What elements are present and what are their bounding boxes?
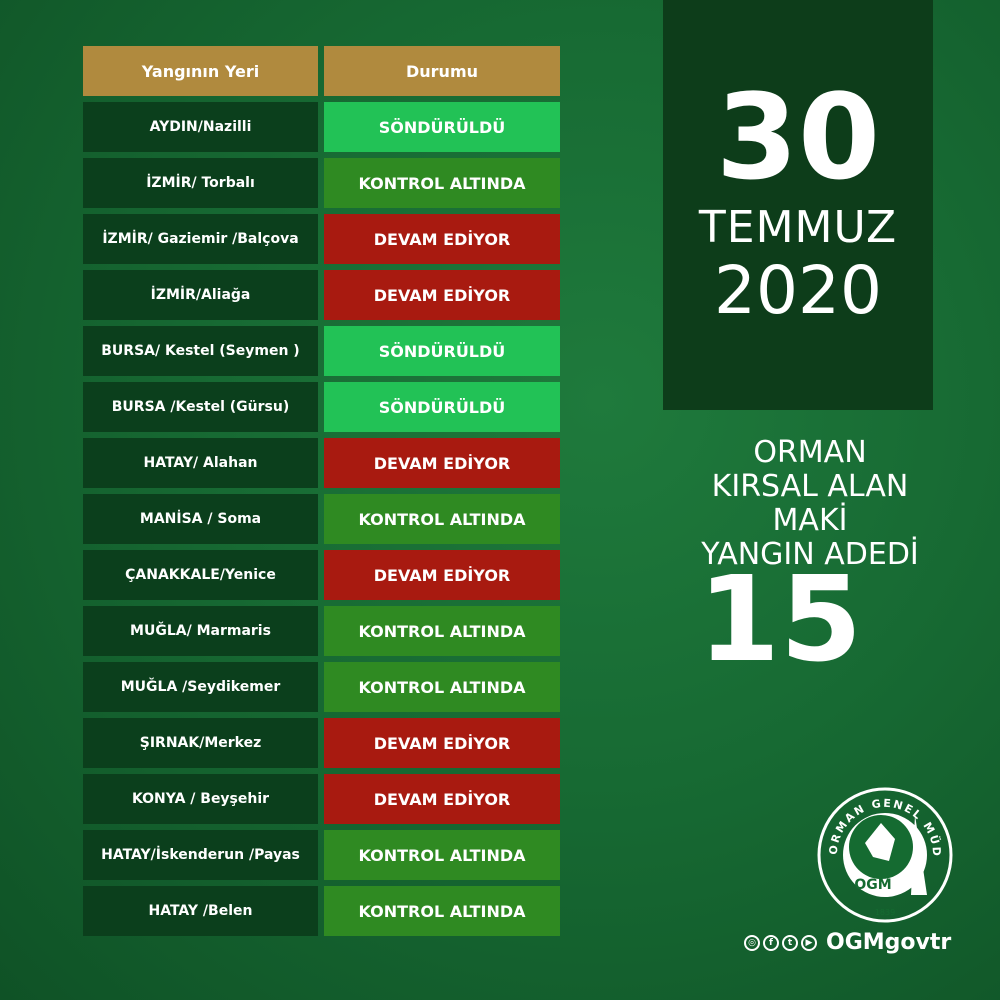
fire-location: İZMİR/Aliağa (83, 270, 318, 320)
date-day: 30 (715, 68, 881, 206)
table-header: Yangının Yeri Durumu (83, 46, 560, 96)
ogm-logo: ORMAN GENEL MÜDÜRLÜĞÜ OGM 1839 (815, 785, 953, 923)
table-row: ÇANAKKALE/Yenice DEVAM EDİYOR (83, 550, 560, 600)
fire-status-badge: SÖNDÜRÜLDÜ (324, 102, 560, 152)
fire-location: MUĞLA /Seydikemer (83, 662, 318, 712)
table-row: ŞIRNAK/Merkez DEVAM EDİYOR (83, 718, 560, 768)
fire-status-table: Yangının Yeri Durumu AYDIN/Nazilli SÖNDÜR… (83, 46, 560, 942)
fire-location: HATAY /Belen (83, 886, 318, 936)
fire-status-badge: KONTROL ALTINDA (324, 830, 560, 880)
fire-location: BURSA/ Kestel (Seymen ) (83, 326, 318, 376)
facebook-icon[interactable]: f (763, 934, 779, 951)
fire-status-badge: DEVAM EDİYOR (324, 214, 560, 264)
caption-line: KIRSAL ALAN MAKİ (711, 469, 909, 538)
caption-line: YANGIN ADEDİ (701, 537, 919, 572)
date-month: TEMMUZ (698, 202, 898, 253)
table-row: İZMİR/Aliağa DEVAM EDİYOR (83, 270, 560, 320)
social-links: ◎ f t ▶ OGMgovtr (744, 930, 951, 955)
table-body: AYDIN/Nazilli SÖNDÜRÜLDÜ İZMİR/ Torbalı KON… (83, 102, 560, 936)
fire-status-badge: KONTROL ALTINDA (324, 158, 560, 208)
fire-location: HATAY/ Alahan (83, 438, 318, 488)
table-row: BURSA /Kestel (Gürsu) SÖNDÜRÜLDÜ (83, 382, 560, 432)
fire-status-badge: DEVAM EDİYOR (324, 438, 560, 488)
fire-location: KONYA / Beyşehir (83, 774, 318, 824)
fire-location: MUĞLA/ Marmaris (83, 606, 318, 656)
table-row: HATAY /Belen KONTROL ALTINDA (83, 886, 560, 936)
logo-year: 1839 (875, 908, 895, 917)
fire-status-badge: DEVAM EDİYOR (324, 270, 560, 320)
fire-status-badge: DEVAM EDİYOR (324, 550, 560, 600)
instagram-icon[interactable]: ◎ (744, 934, 760, 951)
table-row: HATAY/İskenderun /Payas KONTROL ALTINDA (83, 830, 560, 880)
youtube-icon[interactable]: ▶ (801, 934, 817, 951)
header-status: Durumu (324, 46, 560, 96)
tree-icon (911, 815, 927, 895)
table-row: MUĞLA /Seydikemer KONTROL ALTINDA (83, 662, 560, 712)
table-row: MUĞLA/ Marmaris KONTROL ALTINDA (83, 606, 560, 656)
table-row: İZMİR/ Torbalı KONTROL ALTINDA (83, 158, 560, 208)
fire-location: HATAY/İskenderun /Payas (83, 830, 318, 880)
leaf-icon (865, 823, 895, 861)
fire-status-badge: KONTROL ALTINDA (324, 494, 560, 544)
fire-location: İZMİR/ Torbalı (83, 158, 318, 208)
table-row: KONYA / Beyşehir DEVAM EDİYOR (83, 774, 560, 824)
caption-line: ORMAN (753, 435, 867, 470)
date-panel: 30 TEMMUZ 2020 (663, 0, 933, 410)
fire-location: MANİSA / Soma (83, 494, 318, 544)
logo-initials: OGM (854, 877, 891, 893)
fire-location: AYDIN/Nazilli (83, 102, 318, 152)
fire-location: BURSA /Kestel (Gürsu) (83, 382, 318, 432)
fire-status-badge: DEVAM EDİYOR (324, 774, 560, 824)
date-year: 2020 (714, 252, 882, 329)
table-row: MANİSA / Soma KONTROL ALTINDA (83, 494, 560, 544)
fire-status-badge: KONTROL ALTINDA (324, 662, 560, 712)
social-handle[interactable]: OGMgovtr (826, 930, 952, 955)
fire-count: 15 (697, 550, 863, 688)
fire-status-badge: SÖNDÜRÜLDÜ (324, 382, 560, 432)
fire-status-badge: KONTROL ALTINDA (324, 886, 560, 936)
table-row: AYDIN/Nazilli SÖNDÜRÜLDÜ (83, 102, 560, 152)
fire-status-badge: SÖNDÜRÜLDÜ (324, 326, 560, 376)
table-row: İZMİR/ Gaziemir /Balçova DEVAM EDİYOR (83, 214, 560, 264)
fire-status-badge: KONTROL ALTINDA (324, 606, 560, 656)
header-location: Yangının Yeri (83, 46, 318, 96)
fire-location: ŞIRNAK/Merkez (83, 718, 318, 768)
table-row: BURSA/ Kestel (Seymen ) SÖNDÜRÜLDÜ (83, 326, 560, 376)
fire-status-badge: DEVAM EDİYOR (324, 718, 560, 768)
summary-caption: ORMAN KIRSAL ALAN MAKİ YANGIN ADEDİ (680, 436, 940, 572)
fire-location: ÇANAKKALE/Yenice (83, 550, 318, 600)
twitter-icon[interactable]: t (782, 934, 798, 951)
table-row: HATAY/ Alahan DEVAM EDİYOR (83, 438, 560, 488)
fire-location: İZMİR/ Gaziemir /Balçova (83, 214, 318, 264)
